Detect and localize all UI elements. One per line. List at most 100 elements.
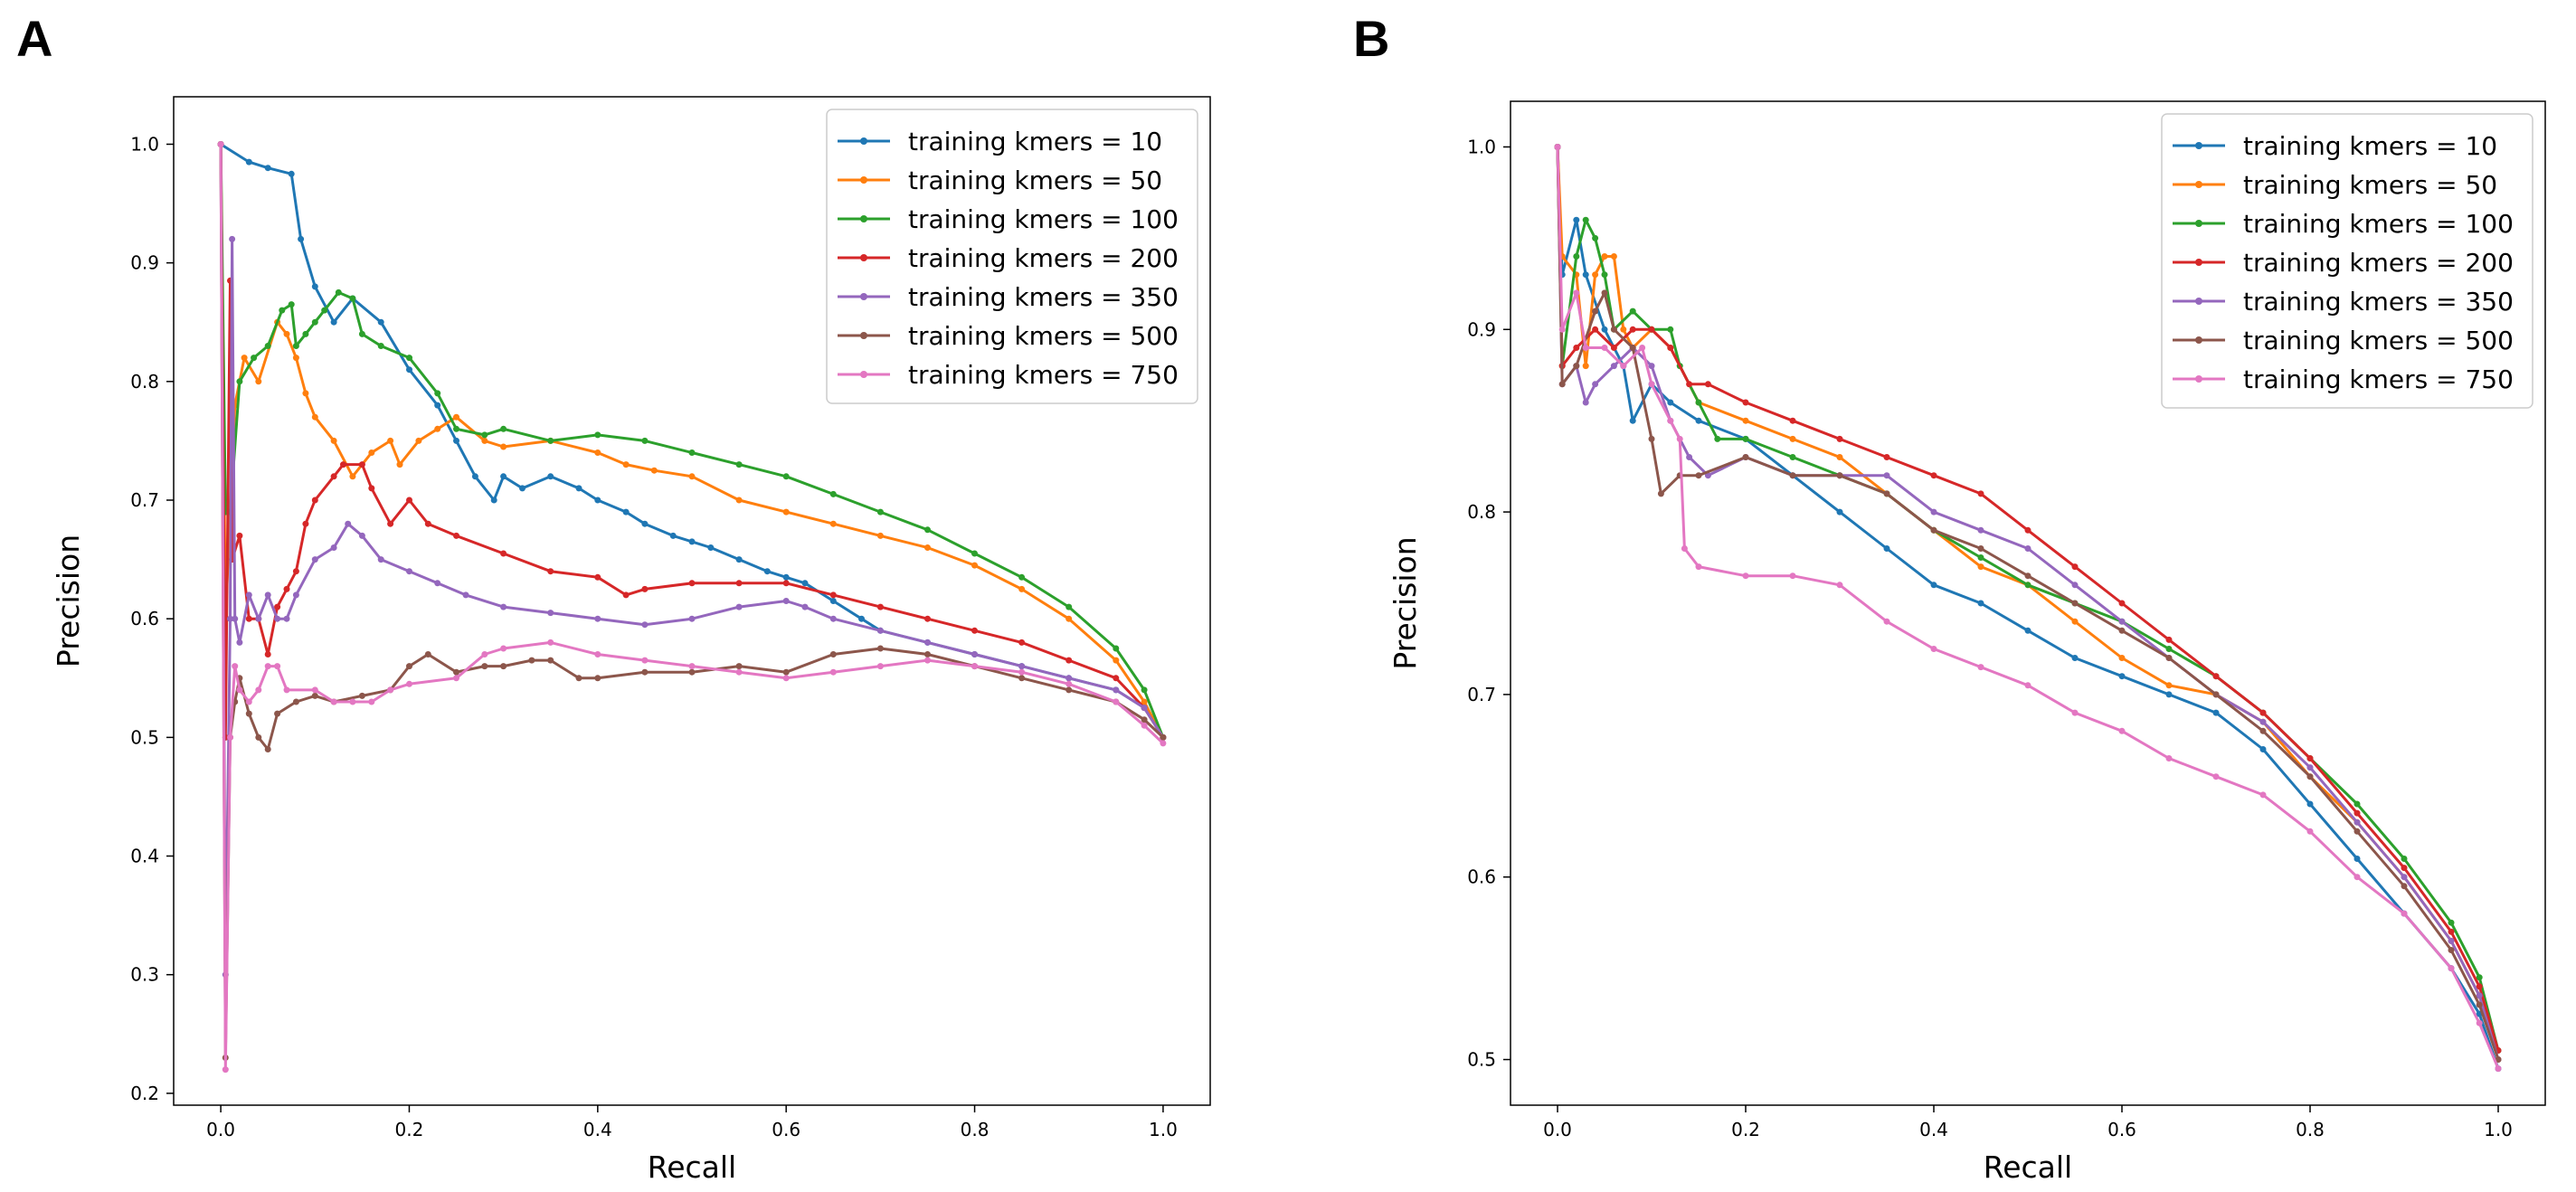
legend-entry: training kmers = 100 xyxy=(838,204,1179,234)
data-point xyxy=(1582,363,1589,370)
data-point xyxy=(292,591,299,599)
data-point xyxy=(1930,508,1937,516)
data-point xyxy=(971,651,978,657)
data-point xyxy=(453,668,459,676)
y-tick-label: 0.8 xyxy=(130,371,159,393)
data-point xyxy=(782,580,790,587)
data-point xyxy=(1065,615,1073,622)
data-point xyxy=(236,686,243,694)
legend-label: training kmers = 50 xyxy=(2243,170,2497,200)
data-point xyxy=(434,390,441,397)
y-tick-label: 0.5 xyxy=(1467,1049,1496,1071)
data-point xyxy=(302,520,309,527)
data-point xyxy=(2353,800,2361,808)
legend-entry: training kmers = 100 xyxy=(2173,209,2514,239)
data-point xyxy=(1648,381,1655,388)
data-point xyxy=(1629,417,1636,424)
data-point xyxy=(330,698,337,705)
data-point xyxy=(500,645,507,652)
data-point xyxy=(2353,874,2361,881)
data-point xyxy=(1620,363,1627,370)
data-point xyxy=(782,573,790,581)
legend-entry: training kmers = 500 xyxy=(2173,326,2514,355)
panel-b: B 0.0 0.2 0.4 0.6 0.8 1.0 0.5 0.6 0.7 0.8 0.9 1.0 Re… xyxy=(1288,0,2576,1192)
data-point xyxy=(292,568,299,575)
data-point xyxy=(358,692,365,699)
data-point xyxy=(2024,682,2031,689)
data-point xyxy=(641,657,649,664)
legend-entry: training kmers = 350 xyxy=(838,282,1179,312)
data-point xyxy=(1883,490,1890,497)
data-point xyxy=(971,627,978,634)
data-point xyxy=(2476,974,2483,981)
data-point xyxy=(1141,722,1148,729)
data-point xyxy=(1629,307,1636,315)
y-tick-label: 0.9 xyxy=(130,252,159,274)
legend-entry: training kmers = 200 xyxy=(838,243,1179,273)
data-point xyxy=(2118,618,2126,625)
data-point xyxy=(1601,271,1608,279)
data-point xyxy=(1592,271,1599,279)
legend-box xyxy=(2161,113,2533,409)
data-point xyxy=(2071,709,2079,716)
data-point xyxy=(2118,600,2126,607)
legend-entry: training kmers = 10 xyxy=(2173,131,2497,161)
data-point xyxy=(255,378,262,385)
data-point xyxy=(1667,417,1674,424)
data-point xyxy=(481,437,488,444)
data-point xyxy=(264,746,271,752)
data-point xyxy=(1742,435,1749,442)
data-point xyxy=(829,490,837,497)
data-point xyxy=(490,497,497,504)
data-point xyxy=(377,556,384,563)
data-point xyxy=(2495,1065,2502,1073)
data-point xyxy=(594,651,601,657)
legend-entry: training kmers = 200 xyxy=(2173,248,2514,278)
legend-marker xyxy=(2195,259,2202,266)
data-point xyxy=(387,520,394,527)
data-point xyxy=(622,591,630,599)
data-point xyxy=(1714,435,1721,442)
data-point xyxy=(264,663,271,670)
data-point xyxy=(481,431,488,439)
data-point xyxy=(594,431,601,439)
axes-frame xyxy=(173,96,1211,1106)
data-point xyxy=(330,437,337,444)
data-point xyxy=(1065,680,1073,687)
data-point xyxy=(377,343,384,349)
data-point xyxy=(283,330,290,337)
x-tick-label: 0.0 xyxy=(1543,1119,1572,1140)
data-point xyxy=(1686,454,1693,460)
data-point xyxy=(735,603,743,610)
data-point xyxy=(232,615,239,622)
x-tick-label: 0.2 xyxy=(1731,1119,1760,1140)
data-point xyxy=(1704,381,1711,388)
legend-marker xyxy=(2195,375,2202,383)
data-point xyxy=(311,413,318,421)
data-point xyxy=(245,615,252,622)
data-point xyxy=(1610,345,1617,351)
x-axis-label: Recall xyxy=(1984,1149,2072,1185)
data-point xyxy=(302,390,309,397)
data-point xyxy=(2024,627,2031,634)
data-point xyxy=(688,473,696,480)
data-point xyxy=(1883,454,1890,460)
data-point xyxy=(1592,381,1599,388)
data-point xyxy=(358,330,365,337)
data-point xyxy=(876,645,884,652)
data-point xyxy=(2212,709,2220,716)
data-point xyxy=(1648,363,1655,370)
series-7 xyxy=(217,141,1167,1074)
data-point xyxy=(735,668,743,676)
data-point xyxy=(283,615,290,622)
data-point xyxy=(255,615,262,622)
data-point xyxy=(1789,435,1796,442)
data-point xyxy=(2259,718,2267,725)
data-point xyxy=(2259,709,2267,716)
data-point xyxy=(594,449,601,456)
legend-entry: training kmers = 50 xyxy=(838,166,1162,195)
data-point xyxy=(1592,234,1599,241)
data-point xyxy=(669,532,677,539)
data-point xyxy=(1977,490,1984,497)
x-tick-label: 0.4 xyxy=(1919,1119,1948,1140)
